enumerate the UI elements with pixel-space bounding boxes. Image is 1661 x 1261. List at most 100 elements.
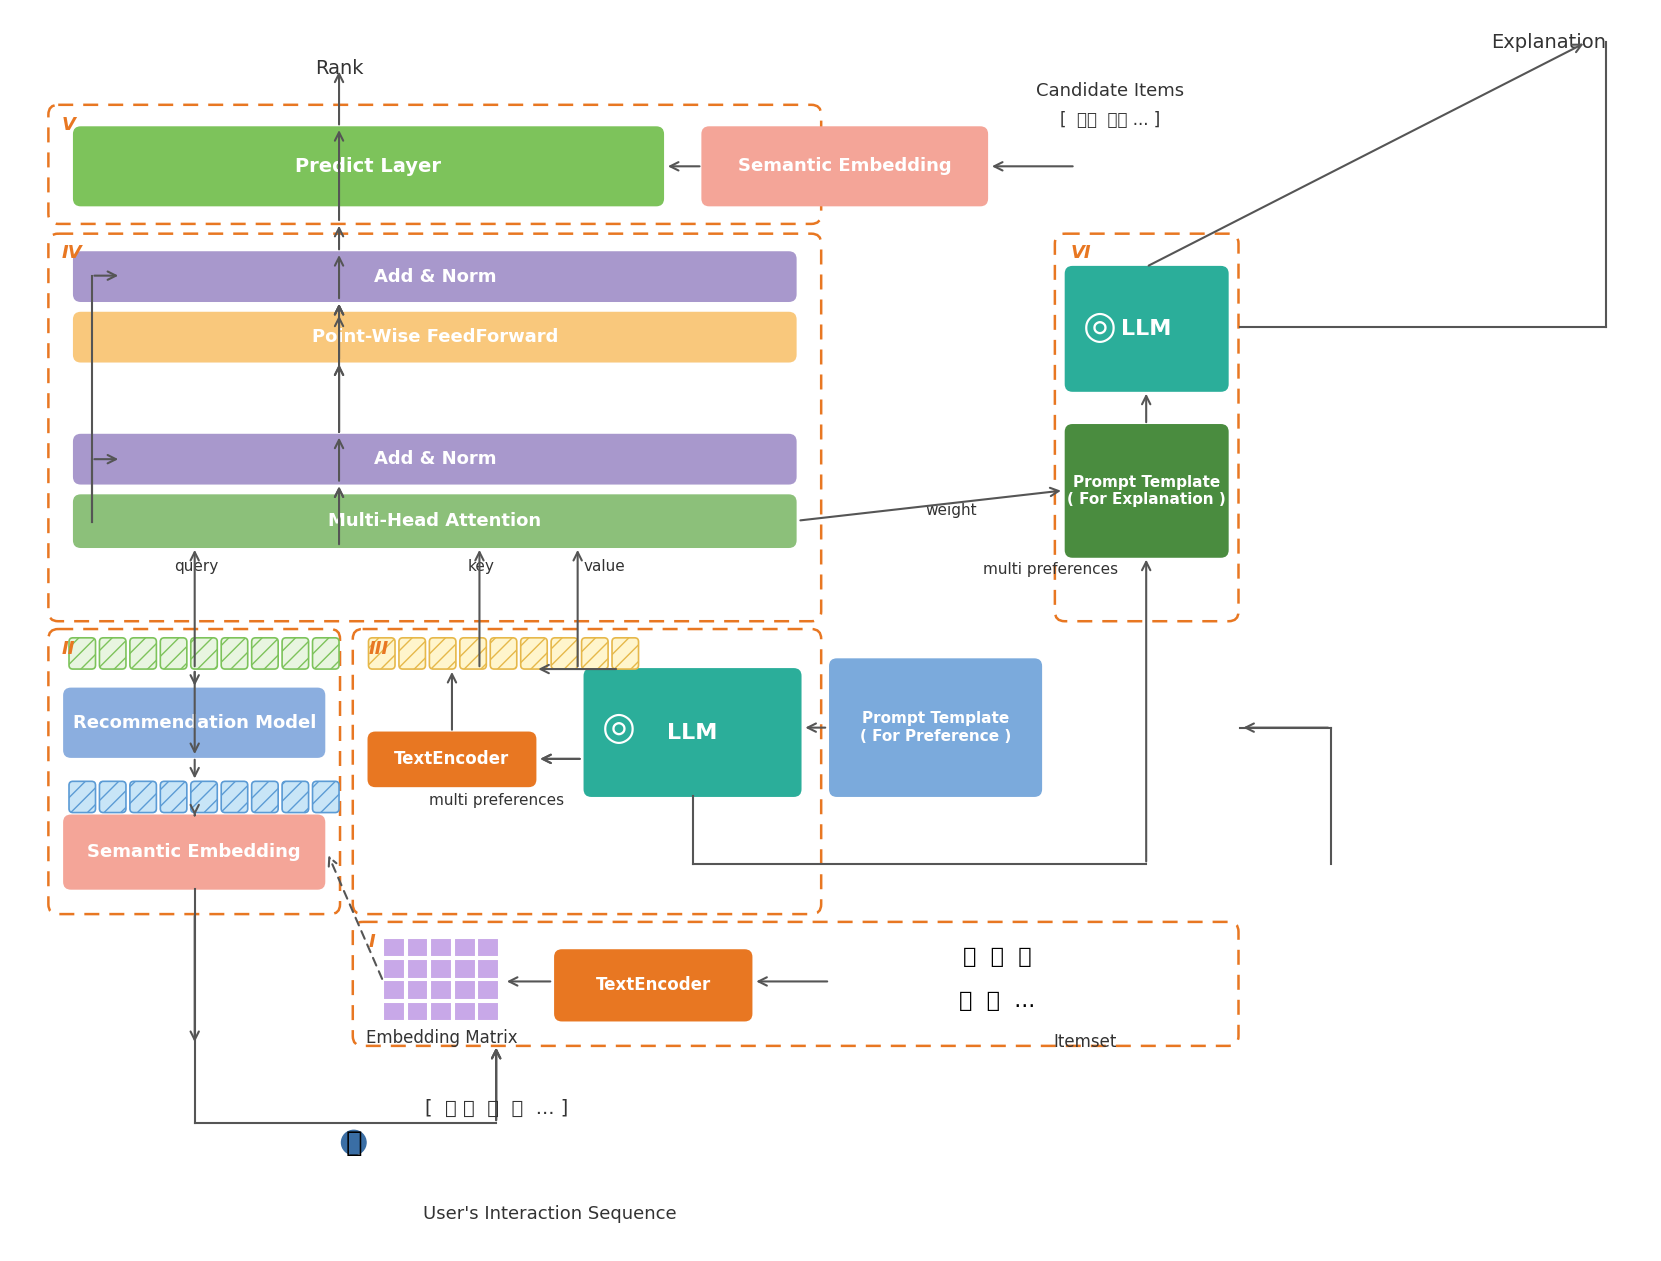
FancyBboxPatch shape: [369, 638, 395, 670]
Text: TextEncoder: TextEncoder: [394, 750, 510, 768]
FancyBboxPatch shape: [191, 638, 218, 670]
FancyBboxPatch shape: [100, 638, 126, 670]
Text: Recommendation Model: Recommendation Model: [73, 714, 316, 731]
FancyBboxPatch shape: [73, 251, 797, 301]
Bar: [407, 937, 429, 957]
FancyBboxPatch shape: [63, 815, 326, 890]
Text: Candidate Items: Candidate Items: [1036, 82, 1184, 100]
Text: LLM: LLM: [1121, 319, 1173, 339]
Text: Multi-Head Attention: Multi-Head Attention: [329, 512, 541, 530]
Text: value: value: [583, 559, 625, 574]
Bar: [407, 981, 429, 1000]
FancyBboxPatch shape: [70, 782, 96, 812]
Bar: [477, 1002, 498, 1021]
Text: key: key: [468, 559, 495, 574]
FancyBboxPatch shape: [70, 638, 96, 670]
Text: multi preferences: multi preferences: [429, 793, 563, 808]
Bar: [384, 981, 405, 1000]
FancyBboxPatch shape: [701, 126, 988, 207]
FancyBboxPatch shape: [161, 782, 186, 812]
Bar: [430, 981, 452, 1000]
FancyBboxPatch shape: [551, 638, 578, 670]
Text: LLM: LLM: [668, 723, 718, 743]
FancyBboxPatch shape: [829, 658, 1041, 797]
Text: weight: weight: [925, 503, 977, 518]
FancyBboxPatch shape: [1065, 266, 1229, 392]
Bar: [453, 960, 475, 979]
Bar: [453, 981, 475, 1000]
FancyBboxPatch shape: [520, 638, 546, 670]
Text: [  📷 、  📷  📷  ... ]: [ 📷 、 📷 📷 ... ]: [425, 1098, 568, 1117]
FancyBboxPatch shape: [581, 638, 608, 670]
FancyBboxPatch shape: [73, 434, 797, 484]
Text: III: III: [369, 639, 389, 658]
FancyBboxPatch shape: [221, 638, 247, 670]
FancyBboxPatch shape: [282, 782, 309, 812]
FancyBboxPatch shape: [73, 126, 664, 207]
FancyBboxPatch shape: [100, 782, 126, 812]
Bar: [453, 937, 475, 957]
Bar: [453, 1002, 475, 1021]
FancyBboxPatch shape: [73, 494, 797, 549]
Text: TextEncoder: TextEncoder: [596, 976, 711, 995]
FancyBboxPatch shape: [191, 782, 218, 812]
Text: Explanation: Explanation: [1490, 33, 1606, 52]
FancyBboxPatch shape: [73, 311, 797, 362]
Text: Predict Layer: Predict Layer: [296, 156, 442, 175]
Text: Add & Norm: Add & Norm: [374, 450, 497, 468]
Bar: [384, 937, 405, 957]
Text: Add & Norm: Add & Norm: [374, 267, 497, 286]
FancyBboxPatch shape: [490, 638, 517, 670]
FancyBboxPatch shape: [430, 638, 455, 670]
Text: [  ⌚、  📱、 ... ]: [ ⌚、 📱、 ... ]: [1060, 111, 1159, 130]
FancyBboxPatch shape: [221, 782, 247, 812]
Bar: [430, 1002, 452, 1021]
Circle shape: [342, 1130, 365, 1155]
Bar: [430, 960, 452, 979]
Text: I: I: [369, 933, 375, 951]
Text: ◎: ◎: [1083, 309, 1116, 347]
FancyBboxPatch shape: [130, 782, 156, 812]
FancyBboxPatch shape: [252, 638, 277, 670]
Text: 👤: 👤: [345, 1129, 362, 1156]
FancyBboxPatch shape: [63, 687, 326, 758]
FancyBboxPatch shape: [282, 638, 309, 670]
Text: Semantic Embedding: Semantic Embedding: [88, 844, 301, 861]
FancyBboxPatch shape: [583, 668, 802, 797]
Text: II: II: [61, 639, 75, 658]
FancyBboxPatch shape: [555, 950, 752, 1021]
Text: Prompt Template
( For Preference ): Prompt Template ( For Preference ): [860, 711, 1012, 744]
Bar: [477, 960, 498, 979]
FancyBboxPatch shape: [252, 782, 277, 812]
Bar: [384, 1002, 405, 1021]
FancyBboxPatch shape: [161, 638, 186, 670]
FancyBboxPatch shape: [611, 638, 638, 670]
Text: IV: IV: [61, 245, 81, 262]
Bar: [477, 981, 498, 1000]
Text: multi preferences: multi preferences: [983, 562, 1118, 578]
Bar: [407, 960, 429, 979]
FancyBboxPatch shape: [130, 638, 156, 670]
FancyBboxPatch shape: [312, 638, 339, 670]
Text: Rank: Rank: [316, 59, 364, 78]
Text: 📷  📹  ...: 📷 📹 ...: [958, 991, 1035, 1011]
FancyBboxPatch shape: [399, 638, 425, 670]
FancyBboxPatch shape: [460, 638, 487, 670]
Bar: [477, 937, 498, 957]
Bar: [430, 937, 452, 957]
Text: Point-Wise FeedForward: Point-Wise FeedForward: [312, 328, 558, 347]
Text: Prompt Template
( For Explanation ): Prompt Template ( For Explanation ): [1068, 474, 1226, 507]
Text: Itemset: Itemset: [1053, 1033, 1116, 1050]
Text: V: V: [61, 116, 75, 134]
Text: Semantic Embedding: Semantic Embedding: [737, 158, 952, 175]
Text: ◎: ◎: [601, 709, 636, 747]
Text: VI: VI: [1071, 245, 1091, 262]
FancyBboxPatch shape: [367, 731, 537, 787]
FancyBboxPatch shape: [1065, 424, 1229, 557]
FancyBboxPatch shape: [312, 782, 339, 812]
Bar: [384, 960, 405, 979]
Text: Embedding Matrix: Embedding Matrix: [367, 1029, 518, 1047]
Text: User's Interaction Sequence: User's Interaction Sequence: [424, 1204, 678, 1223]
Text: query: query: [174, 559, 219, 574]
Bar: [407, 1002, 429, 1021]
